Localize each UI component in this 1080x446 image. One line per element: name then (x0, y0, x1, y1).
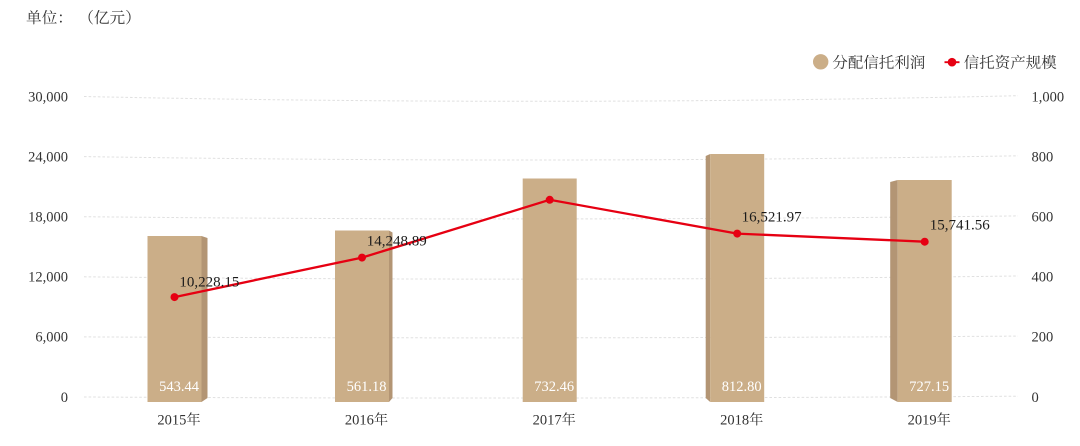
svg-text:732.46: 732.46 (534, 379, 574, 395)
svg-text:2016: 2016 (345, 412, 374, 428)
svg-text:12,000: 12,000 (28, 270, 68, 286)
svg-text:200: 200 (1032, 330, 1054, 346)
svg-text:15,741.56: 15,741.56 (930, 218, 991, 234)
svg-text:2017: 2017 (533, 412, 562, 428)
svg-text:16,521.97: 16,521.97 (742, 209, 803, 225)
svg-text:2015: 2015 (157, 412, 186, 428)
svg-text:561.18: 561.18 (347, 379, 387, 395)
svg-text:800: 800 (1032, 149, 1054, 165)
svg-text:0: 0 (1032, 390, 1039, 406)
svg-text:543.44: 543.44 (159, 379, 200, 395)
svg-text:2019: 2019 (908, 412, 937, 428)
svg-text:24,000: 24,000 (28, 149, 68, 165)
svg-text:1,000: 1,000 (1032, 89, 1065, 105)
svg-text:727.15: 727.15 (909, 379, 949, 395)
svg-text:6,000: 6,000 (35, 330, 68, 346)
svg-text:18,000: 18,000 (28, 210, 68, 226)
svg-text:600: 600 (1032, 210, 1054, 226)
svg-text:10,228.15: 10,228.15 (179, 275, 239, 291)
svg-text:14,248.89: 14,248.89 (367, 234, 427, 250)
svg-text:2018: 2018 (720, 412, 749, 428)
svg-text:812.80: 812.80 (722, 379, 762, 395)
svg-text:0: 0 (61, 390, 68, 406)
svg-text:30,000: 30,000 (28, 89, 68, 105)
svg-text:400: 400 (1032, 270, 1054, 286)
